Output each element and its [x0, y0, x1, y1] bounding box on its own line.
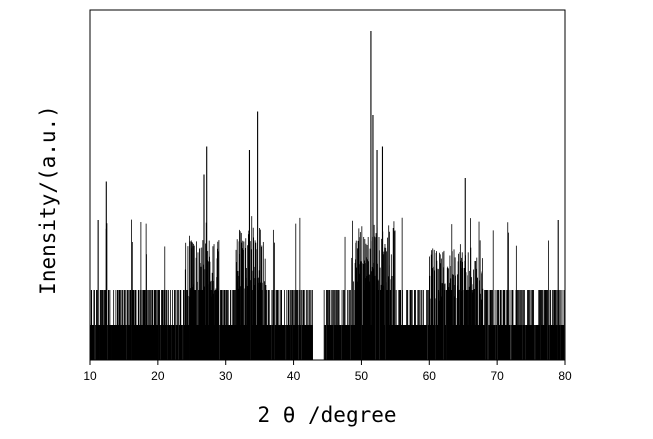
x-axis-title: 2 θ /degree	[257, 403, 396, 427]
x-axis-ticks: 10 20 30 40 50 60 70 80	[83, 360, 572, 383]
data-bars	[89, 31, 566, 360]
y-axis-title: Inensity/(a.u.)	[36, 105, 60, 295]
x-tick-label: 70	[490, 369, 504, 383]
x-tick-label: 20	[151, 369, 165, 383]
x-tick-label: 50	[355, 369, 369, 383]
x-tick-label: 40	[287, 369, 301, 383]
plot-frame	[89, 9, 566, 361]
x-tick-label: 80	[558, 369, 572, 383]
x-tick-label: 30	[219, 369, 233, 383]
x-tick-label: 60	[423, 369, 437, 383]
x-tick-label: 10	[83, 369, 97, 383]
